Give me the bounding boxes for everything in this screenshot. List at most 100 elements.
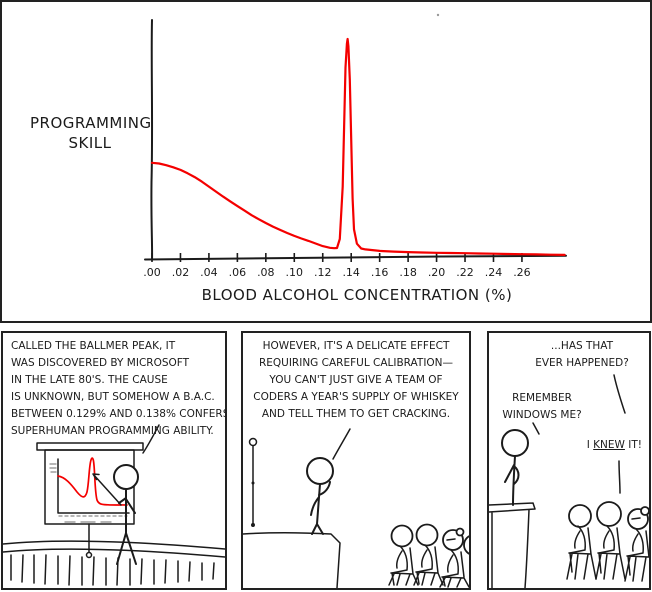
comic-panel-3: ...HAS THAT EVER HAPPENED? REMEMBER WIND… [487,331,651,590]
glasses-line [446,538,456,541]
microphone-stand-knob [251,481,255,485]
audience-head [415,523,439,547]
mini-skill-curve [57,457,128,506]
x-tick-label: .10 [286,266,304,279]
audience-chair [624,530,649,582]
caption-line: AND TELL THEM TO GET CRACKING. [261,408,451,420]
x-tick-label: .06 [229,266,247,279]
microphone-stand-top [248,437,258,447]
audience-person [627,528,644,576]
x-tick-label: .16 [371,266,389,279]
x-tick-label: .20 [428,266,446,279]
x-tick-label: .02 [172,266,190,279]
chart-panel: .00 .02 .04 .06 .08 .10 .12 .14 .16 .18 .20 .22 .24.… [0,0,652,323]
x-tick-label: .26 [513,266,531,279]
audience-person [391,545,408,586]
x-tick-label: .18 [399,266,417,279]
audience-chair [595,527,626,580]
panel1-caption: CALLED THE BALLMER PEAK, IT WAS DISCOVER… [11,338,227,440]
x-tick-label: .08 [257,266,275,279]
microphone-stand-base [251,523,255,527]
caption-line: IS UNKNOWN, BUT SOMEHOW A B.A.C. [11,391,215,403]
speech-text-post: IT! [624,439,642,451]
audience-person [569,525,586,573]
speech-audience-question: ...HAS THAT EVER HAPPENED? [519,338,645,372]
comic-panel-2: HOWEVER, IT'S A DELICATE EFFECT REQUIRIN… [241,331,471,590]
x-tick-label: .22 [456,266,474,279]
speech-line [332,428,351,460]
panel3-drawing [489,374,649,588]
speech-line [618,460,621,494]
speech-line-text: ...HAS THAT [550,340,614,352]
caption-line: IN THE LATE 80'S. THE CAUSE [11,374,168,386]
hair-bun [455,527,465,537]
speaker-head [501,429,529,457]
audience-head [568,504,592,528]
x-axis-ticks: .00 .02 .04 .06 .08 .10 .12 .14 .16 .18 .20 .22 .24.… [143,253,531,279]
screen-stand-foot [85,551,93,559]
pointer-stick [92,473,122,506]
hair-bun [640,506,649,516]
caption-line: CALLED THE BALLMER PEAK, IT [11,340,176,352]
caption-line: YOU CAN'T JUST GIVE A TEAM OF [269,374,443,386]
caption-line: REQUIRING CAREFUL CALIBRATION— [258,357,454,369]
speech-speaker-reply: REMEMBER WINDOWS ME? [489,390,595,424]
audience-chair [566,527,597,580]
audience [566,501,649,582]
presenter-body [116,488,137,565]
x-tick-label: .24 [485,266,503,279]
speech-text-underlined: KNEW [593,439,625,451]
panel1-drawing [3,424,225,586]
audience-chair [413,546,444,586]
audience-chair [388,547,419,586]
speech-line [532,422,540,435]
x-tick-label: .00 [143,266,161,279]
stage-skirt-hatching [10,554,215,586]
speaker-body [504,455,520,506]
audience-person [442,549,459,587]
caption-line: BETWEEN 0.129% AND 0.138% CONFERS [11,408,227,420]
audience-person [416,544,433,585]
audience-person [598,525,615,574]
stage [243,531,341,588]
speaker-head [306,457,334,485]
x-tick-label: .14 [342,266,360,279]
speaker-body [310,481,331,535]
speech-i-knew-it: I KNEW IT! [542,437,642,454]
y-axis-label: PROGRAMMING SKILL [30,113,152,153]
mini-chart-axes [57,458,130,514]
caption-line: CODERS A YEAR'S SUPPLY OF WHISKEY [253,391,459,403]
speech-line-text: EVER HAPPENED? [535,357,629,369]
screen-top-bar [36,442,144,451]
mini-chart-ylabel-scribble [49,463,57,473]
presenter-head [113,464,139,490]
skill-curve [150,37,566,256]
audience-chair [439,551,469,588]
glasses-line [631,517,641,520]
x-tick-label: .04 [200,266,218,279]
y-axis-label-line1: PROGRAMMING [30,114,152,132]
caption-line: HOWEVER, IT'S A DELICATE EFFECT [262,340,450,352]
audience-head [596,501,622,527]
y-axis [150,19,154,261]
speech-line-text: REMEMBER [512,392,572,404]
stage-edge [3,540,225,558]
chart-canvas: .00 .02 .04 .06 .08 .10 .12 .14 .16 .18 .20 .22 .24.… [143,13,567,279]
y-axis-label-line2: SKILL [68,134,112,152]
podium [489,502,536,588]
speech-line-text: WINDOWS ME? [502,409,582,421]
panel2-drawing [243,428,469,588]
speech-line [613,374,626,414]
panel2-caption: HOWEVER, IT'S A DELICATE EFFECT REQUIRIN… [249,338,463,423]
x-axis-label: BLOOD ALCOHOL CONCENTRATION (%) [201,286,513,304]
audience [388,523,469,588]
x-tick-label: .12 [314,266,332,279]
ink-speck [436,13,440,17]
audience-head [390,524,414,548]
comic-panel-1: CALLED THE BALLMER PEAK, IT WAS DISCOVER… [1,331,227,590]
audience-head [463,535,469,555]
speech-text-pre: I [586,439,594,451]
caption-line: SUPERHUMAN PROGRAMMING ABILITY. [11,425,214,437]
speech-line [142,424,160,454]
